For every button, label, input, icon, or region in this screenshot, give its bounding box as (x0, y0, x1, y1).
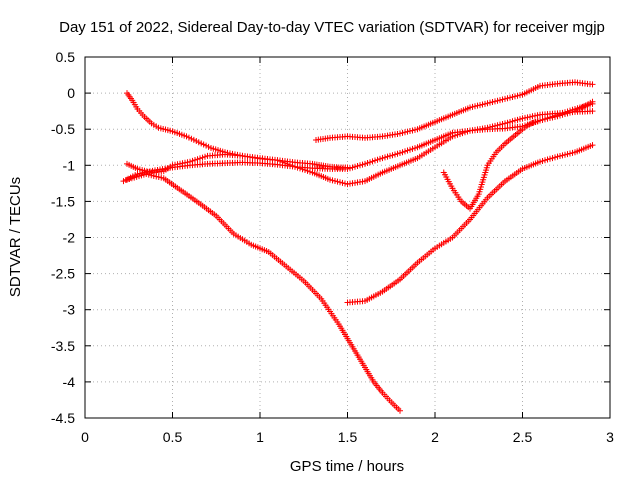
data-point (397, 407, 403, 414)
data-points (120, 79, 596, 414)
y-tick-label: -2.5 (51, 266, 75, 282)
x-tick-label: 0 (81, 429, 89, 445)
y-tick-label: -1 (63, 157, 76, 173)
y-tick-label: -3 (63, 302, 76, 318)
chart-title: Day 151 of 2022, Sidereal Day-to-day VTE… (59, 19, 605, 36)
y-tick-label: 0.5 (56, 49, 76, 65)
data-point (589, 98, 596, 105)
y-tick-label: -1.5 (51, 193, 75, 209)
y-tick-label: -4 (63, 374, 76, 390)
y-tick-label: 0 (67, 85, 75, 101)
x-axis-ticks: 0 0.5 1 1.5 2 2.5 3 (81, 57, 614, 445)
plot-frame (84, 56, 611, 419)
series-track-f (440, 98, 596, 212)
series-track-g (313, 79, 596, 144)
y-axis-label: SDTVAR / TECUs (7, 177, 24, 297)
x-tick-label: 2.5 (513, 429, 533, 445)
data-point (589, 108, 596, 115)
x-tick-label: 1 (256, 429, 264, 445)
y-tick-label: -4.5 (51, 410, 75, 426)
x-tick-label: 2 (431, 429, 439, 445)
x-axis-label: GPS time / hours (290, 458, 404, 475)
data-point (589, 81, 596, 88)
y-tick-label: -0.5 (51, 121, 75, 137)
series-track-d (124, 170, 403, 414)
y-tick-label: -3.5 (51, 338, 75, 354)
y-tick-label: -2 (63, 230, 76, 246)
data-point (589, 142, 596, 149)
x-tick-label: 1.5 (338, 429, 358, 445)
x-tick-label: 3 (606, 429, 614, 445)
series-track-b (120, 100, 596, 185)
grid-lines (85, 57, 610, 418)
y-axis-ticks: 0.5 0 -0.5 -1 -1.5 -2 -2.5 -3 -3.5 -4 -4.5 (51, 49, 610, 426)
x-tick-label: 0.5 (163, 429, 183, 445)
series-track-c (124, 108, 596, 188)
series-track-e (344, 142, 596, 306)
